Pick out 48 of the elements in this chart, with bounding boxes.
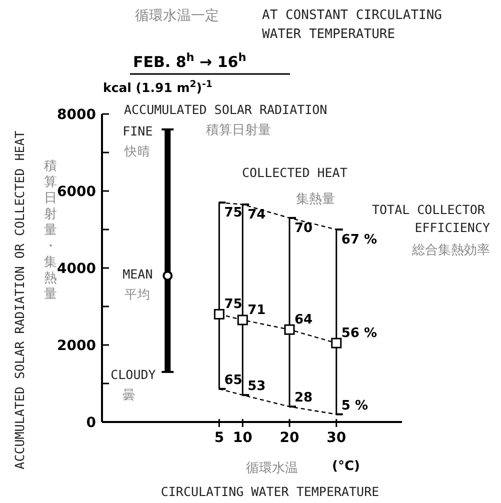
chart-title: AT CONSTANT CIRCULATING WATER TEMPERATURE bbox=[262, 8, 442, 42]
point bbox=[162, 270, 173, 281]
annotation: 曇 bbox=[122, 388, 136, 402]
annotation: 75 bbox=[224, 297, 242, 312]
text: 積算日射量・集熱量 bbox=[44, 158, 57, 301]
y-tick-label: 2000 bbox=[57, 338, 96, 354]
annotation: 64 bbox=[294, 312, 313, 328]
y-tick-label: 4000 bbox=[57, 261, 96, 277]
annotation: 56 % bbox=[341, 326, 378, 342]
annotation: 5 % bbox=[341, 398, 368, 414]
annotation: 集熱量 bbox=[296, 191, 335, 206]
annotation: TOTAL COLLECTOR bbox=[372, 202, 486, 217]
point bbox=[237, 314, 248, 326]
annotation: 65 bbox=[224, 372, 242, 388]
annotation: 快晴 bbox=[124, 144, 151, 158]
annotation: ACCUMULATED SOLAR RADIATION bbox=[124, 102, 328, 117]
annotation: 積算日射量 bbox=[206, 122, 271, 137]
annotation: 平均 bbox=[124, 288, 151, 302]
annotation: 67 % bbox=[341, 232, 378, 248]
text: 総合集熱効率 bbox=[411, 242, 490, 257]
text: EFFICIENCY bbox=[414, 220, 490, 235]
annotation: CLOUDY bbox=[110, 366, 156, 382]
text: 循環水温 bbox=[246, 460, 298, 475]
annotation: 75 bbox=[224, 206, 242, 221]
annotation: FINE bbox=[122, 123, 153, 138]
annotation: 71 bbox=[248, 302, 266, 318]
x-tick-label: 30 bbox=[326, 430, 346, 446]
y-tick-label: 0 bbox=[86, 415, 96, 431]
x-axis-title: CIRCULATING WATER TEMPERATURE bbox=[160, 484, 380, 499]
text: 循環水温一定 bbox=[135, 7, 219, 23]
text: (°C) bbox=[332, 459, 360, 474]
annotation: 53 bbox=[248, 379, 266, 394]
text: kcal (1.91 m$^{2}$)$^{-1}$ bbox=[103, 78, 212, 95]
annotation: COLLECTED HEAT bbox=[242, 165, 348, 180]
y-axis-title: ACCUMULATED SOLAR RADIATION OR COLLECTED HEAT bbox=[12, 130, 27, 470]
point bbox=[284, 324, 295, 335]
point bbox=[214, 308, 224, 320]
annotation: 28 bbox=[294, 390, 313, 406]
point bbox=[331, 338, 342, 348]
y-tick-label: 8000 bbox=[57, 107, 96, 123]
x-tick-label: 20 bbox=[280, 430, 300, 446]
annotation: 74 bbox=[248, 207, 266, 222]
x-tick-label: 5 bbox=[214, 430, 224, 446]
annotation: MEAN bbox=[122, 266, 153, 282]
y-tick-label: 6000 bbox=[57, 184, 96, 200]
annotation: 70 bbox=[294, 220, 313, 236]
x-tick-label: 10 bbox=[232, 430, 253, 446]
chart-subtitle: FEB. 8$^{h}$ → 16$^{h}$ bbox=[133, 50, 246, 71]
